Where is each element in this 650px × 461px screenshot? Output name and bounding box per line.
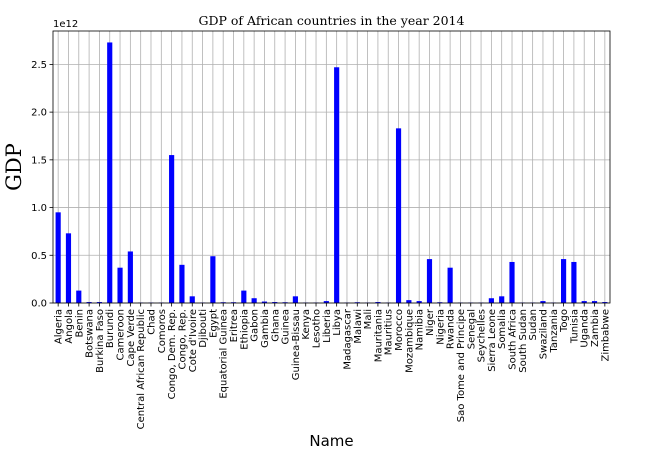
y-tick-label: 0.0 xyxy=(31,299,47,310)
y-tick-label: 2.0 xyxy=(31,108,47,119)
bar xyxy=(190,296,195,303)
bar xyxy=(334,67,339,303)
y-tick-label: 1.0 xyxy=(31,203,47,214)
chart-title: GDP of African countries in the year 201… xyxy=(199,13,465,28)
bar xyxy=(561,259,566,303)
bar xyxy=(56,212,61,303)
y-axis-ticks: 0.0 0.5 1.0 1.5 2.0 2.5 xyxy=(31,60,53,310)
y-axis-offset-label: 1e12 xyxy=(53,19,78,30)
grid-lines xyxy=(53,31,610,303)
bar xyxy=(241,291,246,303)
bar xyxy=(499,296,504,303)
bar xyxy=(448,268,453,303)
plot-area-frame xyxy=(53,31,610,303)
y-tick-label: 1.5 xyxy=(31,155,47,166)
x-tick-label: Zimbabwe xyxy=(600,309,611,362)
bar xyxy=(427,259,432,303)
bar xyxy=(509,262,514,303)
x-axis-label: Name xyxy=(309,432,353,450)
y-axis-label: GDP xyxy=(2,143,26,191)
bar xyxy=(396,128,401,303)
bar xyxy=(76,291,81,303)
y-tick-label: 0.5 xyxy=(31,251,47,262)
bar xyxy=(406,300,411,303)
bar xyxy=(252,298,257,303)
bars xyxy=(56,42,608,303)
y-tick-label: 2.5 xyxy=(31,60,47,71)
bar xyxy=(107,42,112,303)
bar xyxy=(179,265,184,303)
bar xyxy=(210,256,215,303)
bar xyxy=(571,262,576,303)
bar xyxy=(489,298,494,303)
bar xyxy=(169,155,174,303)
bar xyxy=(293,296,298,303)
bar xyxy=(128,251,133,303)
bar xyxy=(117,268,122,303)
bar xyxy=(66,233,71,303)
